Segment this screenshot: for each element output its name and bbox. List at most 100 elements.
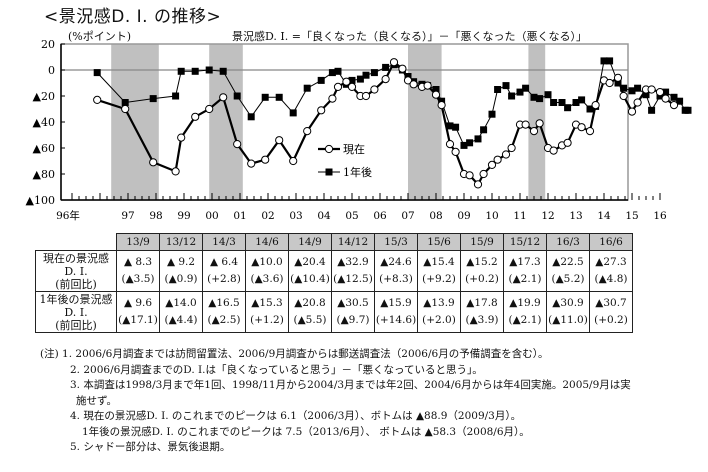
x-tick-label: 05 — [345, 210, 358, 222]
note-4: 4. 現在の景況感D. I. のこれまでのピークは 6.1（2006/3月）、ボ… — [70, 410, 522, 422]
current-di-marker — [479, 169, 488, 179]
current-di-marker — [535, 119, 544, 128]
row-label: 1年後の景況感 D. I. (前回比) — [35, 291, 117, 333]
current-di-marker — [275, 136, 284, 145]
x-tick-label: 07 — [401, 210, 414, 222]
y-axis-unit-label: (%ポイント) — [68, 30, 132, 43]
y-tick-label: ▲60 — [33, 142, 55, 155]
future-di-marker — [494, 86, 502, 93]
future-di-marker — [480, 126, 488, 134]
recession-shade — [408, 44, 442, 200]
current-di-marker — [585, 127, 595, 136]
future-di-marker — [474, 135, 482, 143]
note-4-cont: 1年後の景況感D. I. のこれまでのピークは 7.5（2013/6月）、 ボト… — [82, 425, 530, 438]
future-di-marker — [508, 92, 516, 100]
table-column-header: 14/3 — [202, 233, 246, 251]
future-di-marker — [452, 123, 460, 131]
table-column-header: 14/12 — [331, 233, 375, 251]
table-cell: ▲30.9 (▲11.0) — [546, 291, 590, 333]
future-di-marker — [93, 69, 101, 77]
future-di-marker — [446, 122, 454, 130]
table-cell: ▲ 8.3 (▲3.5) — [116, 250, 160, 292]
current-di-marker — [403, 76, 413, 85]
future-di-marker — [432, 86, 440, 93]
current-di-marker — [669, 101, 679, 110]
future-di-marker — [247, 113, 255, 121]
table-row: 現在の景況感 D. I. (前回比) ▲ 8.3 (▲3.5) ▲ 9.2 (▲0.9) ▲ … — [35, 250, 633, 292]
current-di-marker — [529, 127, 539, 136]
future-di-marker — [628, 87, 636, 95]
current-di-marker — [347, 82, 357, 92]
future-di-marker — [606, 57, 614, 65]
current-di-marker — [487, 160, 497, 169]
current-di-marker — [389, 58, 399, 67]
future-di-marker — [544, 91, 552, 99]
table-cell: ▲22.5 (▲5.2) — [546, 250, 590, 292]
table-column-header: 13/12 — [159, 233, 203, 251]
future-di-marker — [334, 67, 342, 75]
x-tick-label: 14 — [597, 210, 611, 222]
current-di-marker — [423, 81, 432, 90]
current-di-marker — [437, 101, 446, 110]
table-cell: ▲15.3 (+1.2) — [245, 291, 289, 333]
future-di-marker — [634, 84, 642, 92]
table-cell: ▲15.9 (+14.6) — [374, 291, 418, 333]
future-di-marker — [550, 99, 558, 106]
current-di-marker — [381, 75, 390, 84]
table-cell: ▲10.0 (▲3.6) — [245, 250, 289, 292]
current-di-marker — [501, 150, 511, 159]
future-di-marker — [670, 93, 678, 101]
table-column-header: 14/6 — [245, 233, 289, 251]
di-formula: 景況感D. I. =「良くなった（良くなる）」－「悪くなった（悪くなる）」 — [232, 30, 587, 43]
current-di-marker — [507, 143, 516, 153]
note-3-cont: 施せず。 — [76, 394, 117, 407]
table-cell: ▲ 6.4 (+2.8) — [202, 250, 246, 292]
table-cell: ▲15.4 (+9.2) — [417, 250, 461, 292]
table-corner — [35, 233, 117, 251]
future-di-marker — [233, 92, 241, 100]
current-di-marker — [171, 167, 180, 176]
current-di-marker — [577, 123, 586, 132]
x-tick-label: 04 — [317, 210, 331, 222]
current-di-marker — [361, 91, 371, 101]
current-di-marker — [342, 77, 351, 86]
current-di-marker — [655, 88, 665, 97]
current-di-marker — [431, 90, 441, 99]
x-tick-label: 06 — [373, 210, 387, 222]
current-di-marker — [549, 146, 558, 155]
x-tick-label: 15 — [625, 210, 638, 222]
note-2: 2. 2006/6月調査までのD. I.は「良くなっていると思う」－「悪くなって… — [70, 363, 483, 376]
future-di-marker — [149, 95, 157, 103]
future-di-marker — [586, 105, 594, 113]
x-tick-label: 11 — [513, 210, 526, 222]
future-di-marker — [578, 96, 586, 104]
current-di-marker — [177, 133, 186, 142]
current-di-marker — [521, 120, 530, 129]
future-di-marker — [522, 84, 530, 92]
future-di-marker — [642, 91, 650, 99]
future-di-marker — [275, 93, 283, 101]
table-cell: ▲ 9.2 (▲0.9) — [159, 250, 203, 292]
x-tick-label: 01 — [233, 210, 246, 222]
y-tick-label: ▲40 — [33, 116, 55, 129]
current-di-marker — [121, 104, 130, 114]
future-di-marker — [261, 93, 269, 101]
current-di-marker — [191, 112, 200, 121]
future-di-marker — [348, 76, 356, 84]
di-table: 13/9 13/12 14/3 14/6 14/9 14/12 15/3 15/6 15/9 15… — [35, 233, 633, 333]
page-title: <景況感D. I. の推移> — [44, 7, 222, 27]
current-di-marker — [303, 127, 312, 136]
future-di-marker — [177, 67, 185, 75]
table-column-header: 16/3 — [546, 233, 590, 251]
x-tick-label: 13 — [569, 210, 582, 222]
table-column-header: 15/9 — [460, 233, 504, 251]
current-di-marker — [451, 147, 460, 156]
future-di-marker — [466, 139, 474, 147]
future-di-marker — [662, 88, 670, 96]
current-di-marker — [205, 104, 214, 114]
current-di-marker — [605, 78, 614, 88]
table-column-header: 14/9 — [288, 233, 332, 251]
current-di-marker — [219, 93, 228, 102]
future-di-marker — [676, 97, 684, 105]
table-cell: ▲13.9 (+2.0) — [417, 291, 461, 333]
